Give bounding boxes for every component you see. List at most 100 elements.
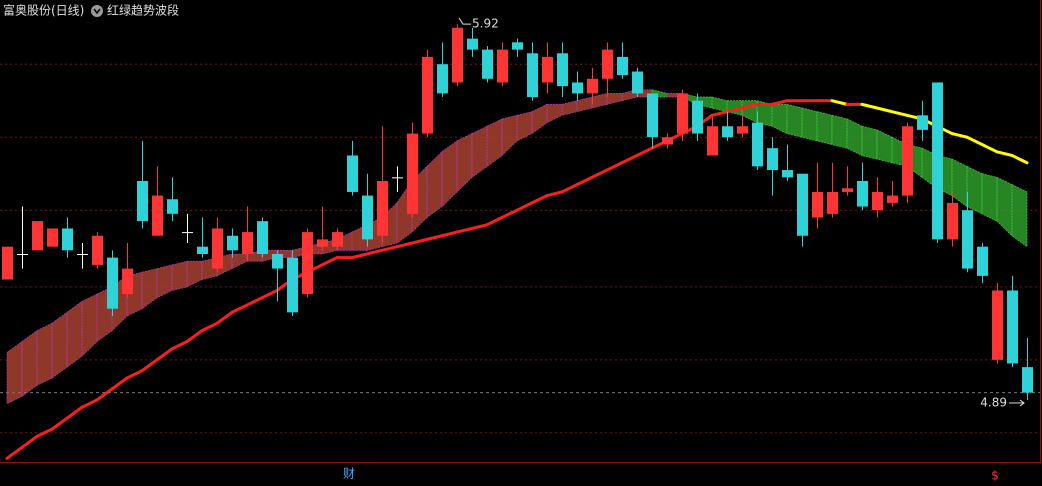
trend-line-segment [770, 99, 789, 106]
ribbon-segment [21, 329, 38, 398]
trend-line-segment [635, 146, 654, 157]
candle-body [542, 56, 553, 83]
trend-line-segment [65, 405, 84, 420]
candle-body [902, 126, 913, 196]
candle-body [812, 191, 823, 218]
candle-body [617, 56, 628, 76]
candle-body [737, 126, 748, 134]
trend-line-segment [500, 208, 519, 219]
ribbon-segment [966, 165, 983, 215]
candle-body [362, 195, 373, 240]
trend-line-segment [1010, 153, 1029, 165]
ribbon-segment [171, 260, 188, 291]
candle-body [47, 228, 58, 247]
candle-body [467, 38, 478, 50]
trend-line-segment [530, 194, 549, 205]
candle-body [647, 93, 658, 138]
annotation-label: 4.89 [980, 395, 1007, 409]
trend-line-segment [440, 230, 459, 238]
trend-line-segment [710, 110, 729, 117]
candle-body [152, 195, 163, 236]
ribbon-segment [951, 158, 968, 208]
trend-line-segment [380, 245, 399, 252]
trend-line-segment [860, 102, 879, 110]
trend-line-segment [35, 427, 54, 438]
candle-body [2, 246, 13, 280]
candle-body [347, 155, 358, 192]
trend-line-segment [830, 99, 849, 106]
candle-body [392, 177, 403, 179]
trend-line-segment [230, 303, 249, 314]
candle-body [947, 202, 958, 240]
ribbon-segment [786, 103, 803, 138]
candle-body [302, 232, 313, 295]
ribbon-segment [711, 96, 728, 113]
trend-line-segment [245, 296, 264, 307]
candle-body [482, 49, 493, 79]
candle-body [287, 257, 298, 313]
candle-body [662, 137, 673, 145]
ribbon-segment [816, 111, 833, 146]
ribbon-segment [51, 311, 68, 379]
ribbon-segment [771, 103, 788, 135]
ribbon-segment [66, 300, 83, 368]
trend-line-segment [965, 135, 984, 147]
trend-line-segment [50, 416, 69, 431]
trend-line-segment [560, 183, 579, 194]
trend-line-segment [425, 234, 444, 241]
candle-body [632, 71, 643, 94]
event-mark[interactable]: 财 [343, 467, 355, 481]
candle-body [977, 246, 988, 276]
ribbon-segment [831, 114, 848, 149]
candle-body [842, 188, 853, 192]
trend-line-segment [215, 310, 234, 325]
trend-line-segment [740, 102, 759, 110]
trend-line-segment [110, 376, 129, 391]
trend-line-segment [350, 252, 369, 260]
candle-body [512, 42, 523, 50]
trend-line-segment [485, 215, 504, 227]
annotation-label: 5.92 [472, 17, 499, 31]
annotation-arrow [458, 17, 471, 25]
indicator-icon-arrow [93, 8, 101, 15]
candle-body [752, 122, 763, 167]
annotation-arrow-head [1019, 399, 1025, 407]
candle-body [722, 126, 733, 138]
indicator-name: 红绿趋势波段 [107, 3, 179, 18]
candle-body [197, 246, 208, 254]
candle-body [917, 115, 928, 130]
trend-line-segment [410, 237, 429, 245]
candle-body [257, 221, 268, 254]
candle-body [677, 93, 688, 134]
trend-line-segment [185, 329, 204, 344]
trend-line-segment [875, 106, 894, 114]
trend-line-segment [20, 434, 39, 449]
candle-body [572, 82, 583, 94]
candle-body [797, 173, 808, 236]
ribbon-segment [576, 96, 593, 113]
trend-line-segment [140, 358, 159, 373]
event-mark[interactable]: $ [991, 469, 999, 483]
trend-line-segment [620, 153, 639, 165]
trend-line-segment [980, 143, 999, 154]
candle-body [602, 49, 613, 79]
candle-body [77, 253, 88, 255]
trend-line-segment [80, 398, 99, 409]
candle-body [992, 290, 1003, 360]
ribbon-segment [801, 107, 818, 142]
indicator-icon[interactable] [91, 5, 103, 17]
plot: 5.92 4.89 [0, 17, 1040, 460]
candle-body [137, 180, 148, 222]
trend-line-segment [995, 150, 1014, 157]
trend-line-segment [155, 347, 174, 362]
candle-body [167, 199, 178, 214]
candle-body [182, 232, 193, 234]
trend-line-segment [545, 190, 564, 198]
ribbon-segment [141, 268, 158, 310]
candle-body [317, 239, 328, 247]
candle-body [422, 56, 433, 134]
candle-body [587, 78, 598, 94]
candle-body [452, 27, 463, 83]
trend-line-segment [605, 161, 624, 172]
